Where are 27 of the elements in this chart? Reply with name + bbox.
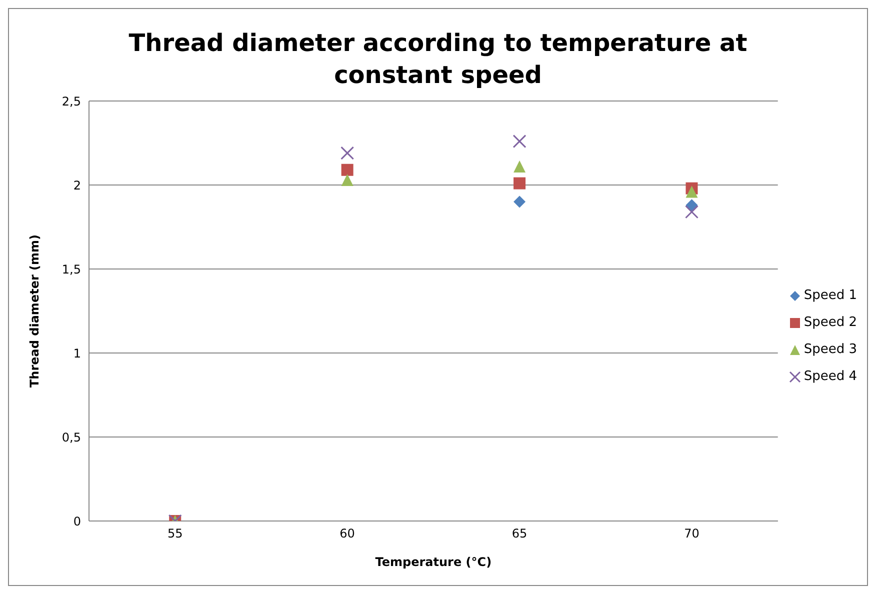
point	[514, 196, 526, 208]
x-tick-label: 55	[167, 526, 183, 541]
point	[341, 164, 354, 176]
y-tick-label: 2,5	[62, 94, 81, 108]
point	[686, 199, 698, 212]
y-tick-label: 0,5	[62, 430, 81, 444]
chart-title: Thread diameter according to temperature at constant speed	[128, 28, 748, 91]
point	[514, 177, 526, 190]
x-tick-label: 60	[340, 526, 355, 541]
point	[512, 134, 526, 148]
legend-label: Speed 2	[804, 315, 857, 330]
point	[340, 146, 354, 160]
x-axis-title: Temperature (°C)	[375, 555, 492, 569]
point	[341, 174, 354, 186]
y-tick-label: 0	[73, 514, 81, 528]
y-tick-label: 1,5	[62, 262, 81, 276]
y-axis-title: Thread diameter (mm)	[27, 234, 42, 388]
y-tick-label: 2	[73, 178, 81, 192]
y-tick-label: 1	[73, 346, 81, 360]
legend-label: Speed 1	[804, 288, 857, 303]
point	[684, 205, 698, 219]
legend-label: Speed 3	[804, 342, 857, 357]
legend-label: Speed 4	[804, 369, 857, 384]
point	[514, 160, 526, 173]
x-tick-label: 70	[684, 526, 700, 541]
x-tick-label: 65	[512, 526, 528, 541]
point	[686, 186, 698, 198]
